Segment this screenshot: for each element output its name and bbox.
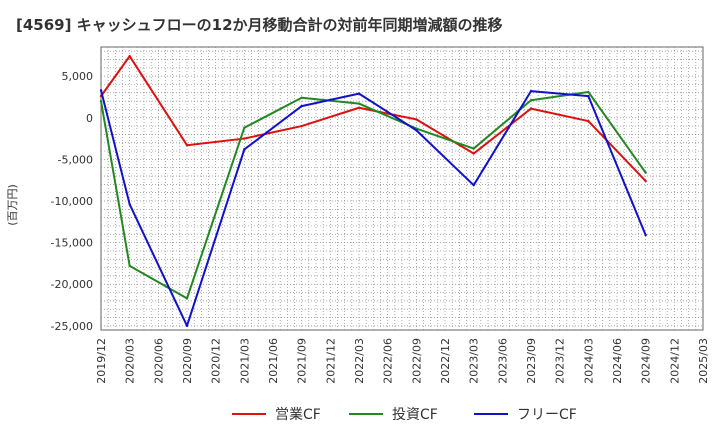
data-point <box>185 324 189 328</box>
x-tick-label: 2022/03 <box>353 338 366 384</box>
data-point <box>300 96 303 99</box>
x-tick-label: 2024/09 <box>640 338 653 384</box>
data-point <box>587 90 590 94</box>
data-point <box>472 183 475 187</box>
data-point <box>587 119 590 123</box>
x-tick-label: 2024/06 <box>611 338 624 384</box>
y-axis-label: (百万円) <box>6 184 19 226</box>
y-tick-label: -25,000 <box>51 320 93 333</box>
data-point <box>529 89 533 93</box>
x-tick-label: 2025/03 <box>697 338 710 384</box>
y-tick-label: -5,000 <box>58 153 93 166</box>
data-point <box>529 99 533 102</box>
data-point <box>300 124 303 128</box>
x-tick-label: 2023/06 <box>496 338 509 384</box>
y-tick-label: 0 <box>86 112 93 125</box>
x-tick-label: 2023/09 <box>525 338 538 384</box>
x-tick-label: 2021/03 <box>238 338 251 384</box>
y-tick-label: -10,000 <box>51 195 93 208</box>
data-point <box>128 54 131 58</box>
x-tick-label: 2022/06 <box>382 338 395 384</box>
data-point <box>357 106 361 109</box>
grid-layer <box>101 47 703 330</box>
data-point <box>357 92 361 95</box>
x-tick-label: 2021/12 <box>324 338 337 384</box>
x-tick-label: 2019/12 <box>95 338 108 384</box>
data-point <box>472 147 475 150</box>
y-tick-label: 5,000 <box>62 70 94 83</box>
data-point <box>529 107 533 110</box>
data-point <box>644 179 647 183</box>
x-tick-label: 2020/09 <box>181 338 194 384</box>
data-point <box>357 102 361 105</box>
data-point <box>415 118 418 121</box>
x-tick-label: 2023/03 <box>468 338 481 384</box>
data-point <box>243 137 246 140</box>
x-tick-label: 2020/06 <box>152 338 165 384</box>
series-layer <box>99 54 647 328</box>
legend-label: 営業CF <box>275 407 321 423</box>
data-point <box>644 171 647 174</box>
x-tick-label: 2022/12 <box>439 338 452 384</box>
data-point <box>300 104 303 108</box>
data-point <box>243 148 246 151</box>
y-tick-label: -20,000 <box>51 278 93 291</box>
x-tick-label: 2020/03 <box>124 338 137 384</box>
x-tick-label: 2024/03 <box>582 338 595 384</box>
legend: 営業CF 投資CF フリーCF <box>232 407 577 423</box>
data-point <box>185 297 189 300</box>
data-point <box>243 126 246 129</box>
data-point <box>644 233 647 237</box>
x-tick-label: 2021/09 <box>296 338 309 384</box>
x-tick-label: 2022/09 <box>410 338 423 384</box>
legend-label: 投資CF <box>392 407 438 423</box>
data-point <box>185 144 189 147</box>
x-tick-label: 2023/12 <box>554 338 567 384</box>
data-point <box>128 264 131 268</box>
legend-label: フリーCF <box>517 407 577 423</box>
x-tick-label: 2020/12 <box>210 338 223 384</box>
data-point <box>415 129 418 132</box>
data-point <box>128 203 131 206</box>
y-tick-label: -15,000 <box>51 237 93 250</box>
chart-title: [4569] キャッシュフローの12か月移動合計の対前年同期増減額の推移 <box>16 16 503 34</box>
x-tick-label: 2021/06 <box>267 338 280 384</box>
x-tick-label: 2024/12 <box>668 338 681 384</box>
data-point <box>99 99 103 103</box>
data-point <box>99 89 103 92</box>
data-point <box>472 152 475 155</box>
data-point <box>587 94 590 98</box>
axis-layer: 5,000 0 -5,000 -10,000 -15,000 -20,000 -25,000… <box>51 70 710 384</box>
